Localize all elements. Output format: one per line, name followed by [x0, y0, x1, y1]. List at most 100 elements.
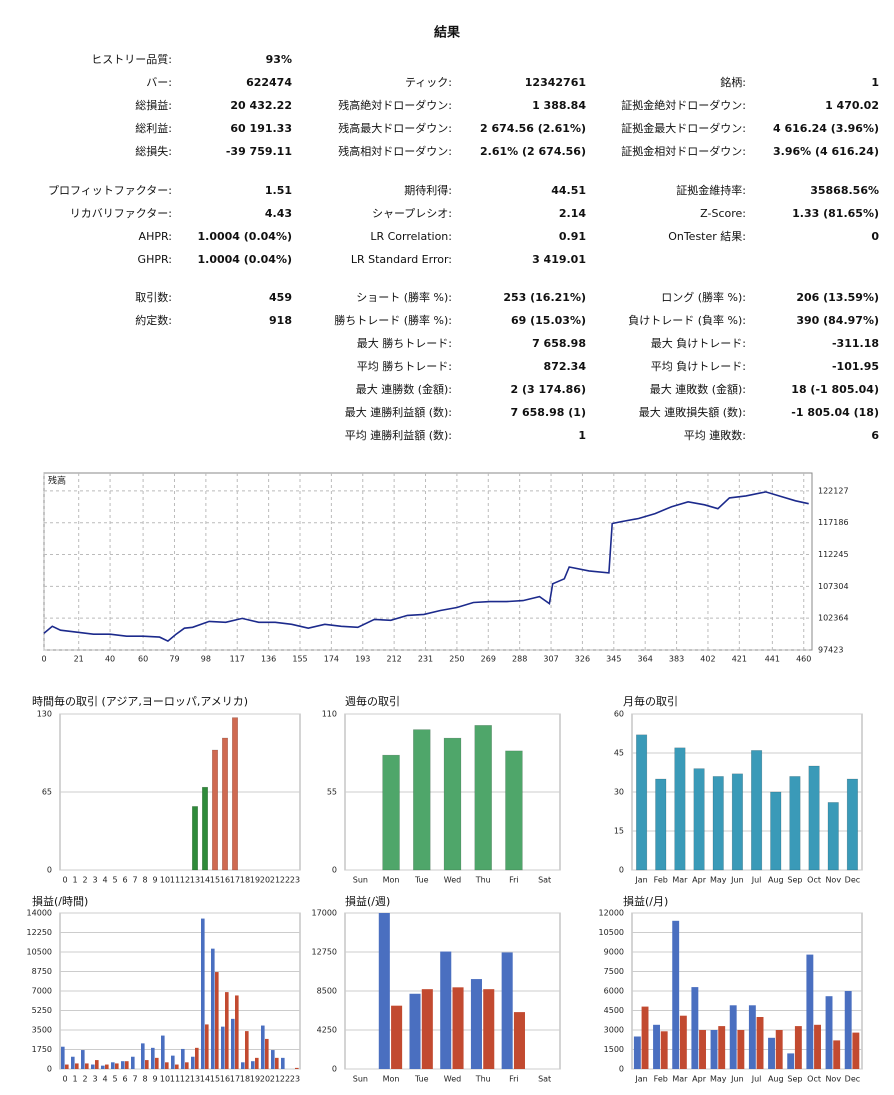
x-tick-label: Thu	[475, 876, 491, 885]
stat-value: 1.33 (81.65%)	[792, 207, 879, 220]
bar	[265, 1038, 269, 1069]
stat-value: 1.0004 (0.04%)	[198, 253, 293, 266]
x-tick-label: 23	[290, 876, 300, 885]
stat-label: OnTester 結果:	[668, 229, 746, 243]
bar	[421, 989, 433, 1069]
x-tick-label: Mar	[672, 876, 688, 885]
bar	[201, 918, 205, 1069]
stat-label: LR Standard Error:	[351, 253, 452, 266]
x-tick-label: Nov	[825, 1075, 841, 1084]
y-tick-label: 9000	[604, 948, 624, 957]
x-tick-label: 22	[280, 876, 290, 885]
x-tick-label: Feb	[654, 876, 668, 885]
bar	[808, 765, 820, 871]
bar	[295, 1067, 299, 1069]
y-tick-label: 110	[322, 710, 337, 719]
y-tick-label: 45	[614, 749, 624, 758]
x-tick-label: Aug	[768, 876, 784, 885]
bar	[770, 791, 782, 871]
bar	[413, 729, 431, 871]
stat-label: AHPR:	[139, 230, 172, 243]
x-tick-label: 15	[210, 1075, 220, 1084]
x-tick-label: 12	[180, 1075, 190, 1084]
bar	[155, 1057, 159, 1069]
x-tick-label: 13	[190, 876, 200, 885]
stat-value: -101.95	[832, 360, 879, 373]
x-tick-label: 5	[112, 1075, 117, 1084]
bar	[161, 1035, 165, 1069]
chart-title: 時間毎の取引 (アジア,ヨーロッパ,アメリカ)	[32, 694, 248, 708]
bar	[501, 952, 513, 1069]
y-tick-label: 30	[614, 788, 624, 797]
x-tick-label: Sep	[787, 1075, 802, 1084]
stat-value: 7 658.98 (1)	[511, 406, 586, 419]
x-tick-label: Jul	[751, 1075, 762, 1084]
bar	[75, 1063, 79, 1069]
x-tick-label: 1	[72, 876, 77, 885]
stat-label: GHPR:	[138, 253, 172, 266]
stat-label: 平均 連勝利益額 (数):	[345, 428, 452, 442]
bar	[141, 1043, 145, 1069]
x-tick-label: 6	[122, 876, 127, 885]
bar	[382, 754, 400, 871]
x-tick-label: Jan	[634, 1075, 647, 1084]
y-tick-label: 8750	[32, 967, 52, 976]
bar	[271, 1050, 275, 1069]
stat-label: 最大 連敗損失額 (数):	[639, 405, 746, 419]
stat-value: 4.43	[265, 207, 292, 220]
chart-title: 月毎の取引	[623, 694, 678, 708]
bar	[101, 1065, 105, 1069]
y-tick-label: 117186	[818, 518, 849, 527]
bar	[175, 1064, 179, 1069]
x-tick-label: Tue	[414, 1075, 429, 1084]
bar	[794, 1026, 802, 1069]
bar	[660, 1031, 668, 1069]
stat-value: 2 (3 174.86)	[511, 383, 586, 396]
y-tick-label: 1750	[32, 1045, 52, 1054]
stat-value: 60 191.33	[230, 122, 292, 135]
stat-value: 1 388.84	[532, 99, 586, 112]
stat-label: ヒストリー品質:	[91, 52, 172, 66]
bar	[81, 1050, 85, 1069]
bar	[221, 1026, 225, 1069]
bar	[470, 979, 482, 1069]
bar	[699, 1030, 706, 1069]
x-tick-label: 421	[732, 655, 747, 664]
bar	[192, 806, 198, 871]
stat-value: 2.61% (2 674.56)	[480, 145, 586, 158]
x-tick-label: 212	[387, 655, 402, 664]
x-tick-label: Nov	[825, 876, 841, 885]
bar	[195, 1047, 199, 1069]
bar	[731, 773, 743, 871]
stat-label: 最大 勝ちトレード:	[357, 336, 452, 350]
x-tick-label: 155	[292, 655, 307, 664]
x-tick-label: 14	[200, 876, 210, 885]
y-tick-label: 17000	[312, 909, 337, 918]
bar	[833, 1040, 841, 1069]
x-tick-label: Jun	[730, 1075, 744, 1084]
bar	[789, 776, 801, 871]
bar	[679, 1015, 687, 1069]
x-tick-label: 345	[606, 655, 621, 664]
y-tick-label: 0	[619, 866, 624, 875]
stat-label: 負けトレード (負率 %):	[628, 313, 746, 327]
stat-value: 1 470.02	[825, 99, 879, 112]
bar	[232, 717, 238, 871]
x-tick-label: 441	[765, 655, 780, 664]
x-tick-label: 20	[260, 1075, 270, 1084]
y-tick-label: 12750	[312, 948, 337, 957]
x-tick-label: 174	[324, 655, 339, 664]
bar	[443, 737, 462, 871]
x-tick-label: 98	[201, 655, 211, 664]
bar	[846, 778, 858, 871]
x-tick-label: 0	[41, 655, 46, 664]
bar	[827, 802, 839, 871]
x-tick-label: 10	[160, 876, 170, 885]
chart-title: 損益(/時間)	[32, 894, 88, 908]
bar	[105, 1064, 109, 1069]
stat-label: ティック:	[405, 76, 452, 89]
x-tick-label: Jan	[634, 876, 647, 885]
x-tick-label: Oct	[807, 1075, 821, 1084]
x-tick-label: 2	[82, 1075, 87, 1084]
